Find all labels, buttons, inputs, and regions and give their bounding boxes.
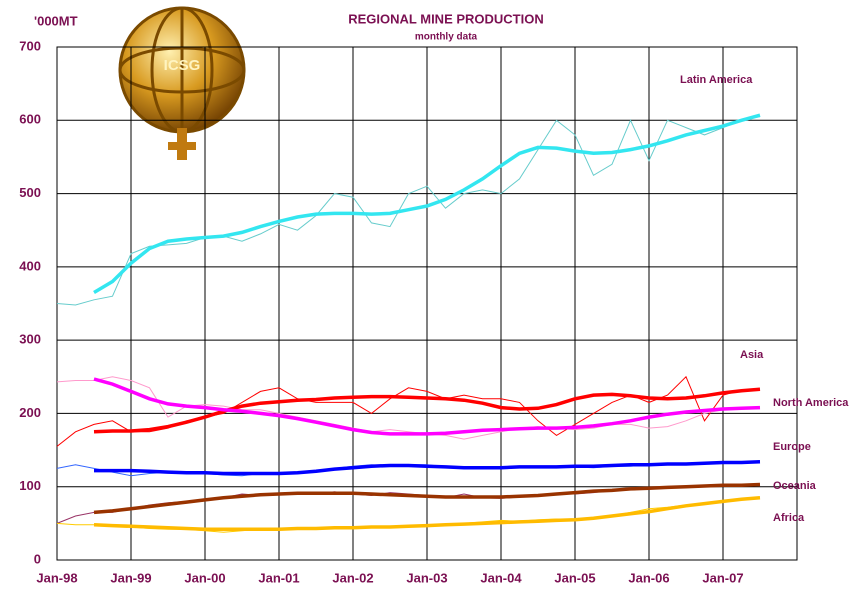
logo-text: ICSG: [164, 57, 201, 74]
y-tick-label: 200: [19, 405, 41, 420]
series-label: Latin America: [680, 74, 753, 86]
trend-line: [93, 387, 761, 434]
y-tick-label: 400: [19, 258, 41, 273]
series-label: Europe: [773, 441, 811, 453]
series-line: [56, 375, 742, 447]
x-tick-label: Jan-05: [554, 570, 595, 585]
x-tick-label: Jan-03: [406, 570, 447, 585]
series-label: Oceania: [773, 480, 817, 492]
logo: ICSG: [118, 6, 246, 160]
y-axis-label: '000MT: [34, 13, 78, 28]
y-tick-label: 100: [19, 478, 41, 493]
trend-line: [93, 113, 761, 295]
x-tick-label: Jan-98: [36, 570, 77, 585]
series-label: Africa: [773, 512, 805, 524]
chart-title: REGIONAL MINE PRODUCTION: [348, 11, 544, 26]
x-tick-label: Jan-04: [480, 570, 522, 585]
trend-line: [93, 377, 761, 436]
y-tick-label: 500: [19, 185, 41, 200]
x-tick-label: Jan-99: [110, 570, 151, 585]
y-tick-label: 600: [19, 112, 41, 127]
y-tick-label: 0: [34, 551, 41, 566]
chart-subtitle: monthly data: [415, 32, 478, 43]
x-tick-label: Jan-00: [184, 570, 225, 585]
y-tick-label: 700: [19, 38, 41, 53]
trend-line: [94, 460, 761, 476]
trend-line: [93, 495, 761, 531]
trend-line: [93, 482, 761, 515]
y-tick-label: 300: [19, 332, 41, 347]
series-line: [56, 376, 761, 440]
series-label: North America: [773, 397, 849, 409]
x-tick-label: Jan-01: [258, 570, 299, 585]
x-tick-label: Jan-06: [628, 570, 669, 585]
series-label: Asia: [740, 349, 764, 361]
x-tick-label: Jan-02: [332, 570, 373, 585]
x-tick-label: Jan-07: [702, 570, 743, 585]
